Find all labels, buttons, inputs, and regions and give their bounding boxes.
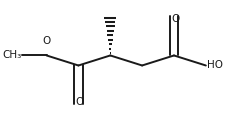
Text: O: O <box>42 36 50 46</box>
Text: O: O <box>75 97 83 107</box>
Text: O: O <box>170 14 178 24</box>
Text: CH₃: CH₃ <box>2 50 21 60</box>
Text: HO: HO <box>206 60 222 70</box>
